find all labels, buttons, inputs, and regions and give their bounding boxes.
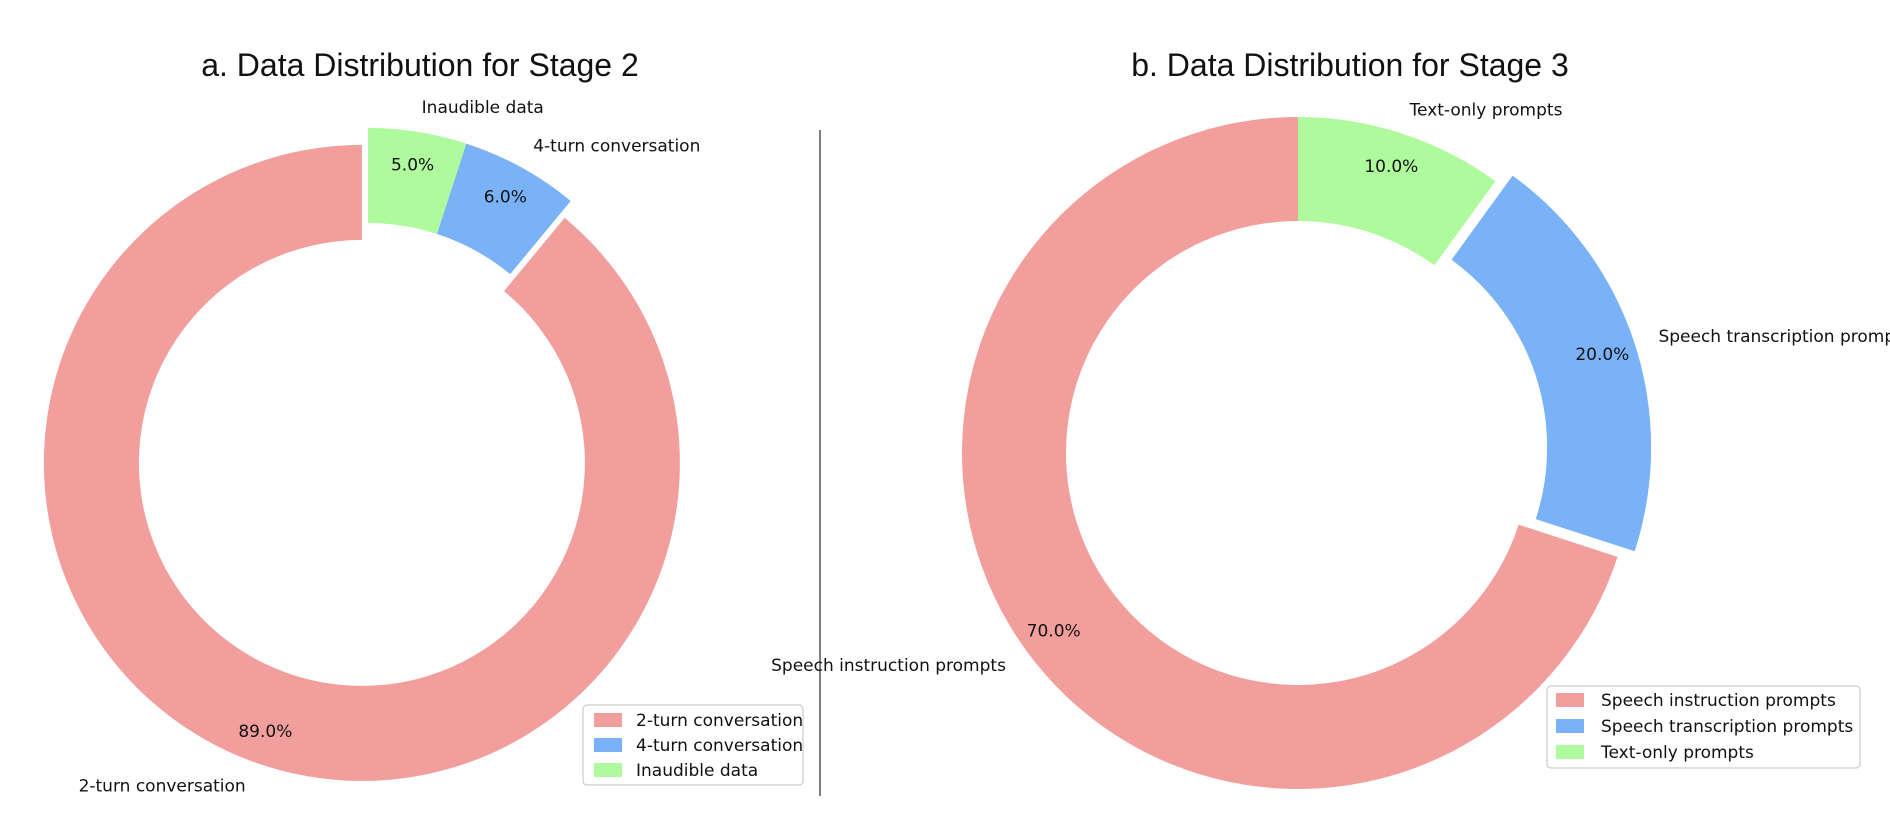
- category-label: Text-only prompts: [1409, 101, 1563, 121]
- percent-label: 6.0%: [484, 187, 527, 207]
- donut-wedges: [962, 117, 1652, 790]
- donut-wedge: [962, 117, 1618, 790]
- legend-swatch: [594, 713, 622, 727]
- percent-label: 10.0%: [1364, 157, 1418, 177]
- donut-wedge: [43, 144, 680, 781]
- legend: Speech instruction prompts Speech transc…: [1546, 685, 1861, 769]
- donut-wedge: [1451, 175, 1652, 552]
- percent-label: 20.0%: [1575, 345, 1629, 365]
- legend-frame: [1546, 685, 1861, 769]
- donut-wedge: [368, 128, 467, 234]
- chart-stage-3: b. Data Distribution for Stage 3 70.0% Sp…: [771, 47, 1890, 790]
- category-label: Inaudible data: [422, 98, 544, 118]
- percent-label: 5.0%: [391, 156, 434, 176]
- donut-labels: 89.0% 2-turn conversation 6.0% 4-turn conve…: [79, 98, 701, 796]
- legend: 2-turn conversation 4-turn conversation …: [582, 704, 804, 786]
- donut-wedge: [436, 143, 571, 275]
- legend-label: Speech instruction prompts: [1601, 691, 1836, 711]
- category-label: Speech transcription prompts: [1658, 327, 1890, 347]
- donut-wedges: [43, 128, 680, 781]
- category-label: 2-turn conversation: [79, 777, 246, 797]
- legend-label: 2-turn conversation: [636, 711, 803, 731]
- legend-label: Speech transcription prompts: [1601, 717, 1853, 737]
- legend-label: Inaudible data: [636, 761, 758, 781]
- donut-wedge: [1298, 117, 1496, 266]
- donut-labels: 70.0% Speech instruction prompts 20.0% Spee…: [771, 101, 1890, 677]
- legend-frame: [582, 704, 804, 786]
- legend-swatch: [594, 738, 622, 752]
- chart-title: a. Data Distribution for Stage 2: [201, 47, 639, 83]
- legend-swatch: [1556, 693, 1584, 707]
- category-label: 4-turn conversation: [533, 136, 700, 156]
- percent-label: 89.0%: [238, 722, 292, 742]
- legend-swatch: [1556, 719, 1584, 733]
- legend-swatch: [594, 763, 622, 777]
- percent-label: 70.0%: [1027, 622, 1081, 642]
- legend-label: 4-turn conversation: [636, 736, 803, 756]
- category-label: Speech instruction prompts: [771, 656, 1006, 676]
- chart-stage-2: a. Data Distribution for Stage 2 89.0% 2-…: [43, 47, 804, 797]
- legend-swatch: [1556, 745, 1584, 759]
- chart-title: b. Data Distribution for Stage 3: [1131, 47, 1569, 83]
- legend-label: Text-only prompts: [1600, 743, 1754, 763]
